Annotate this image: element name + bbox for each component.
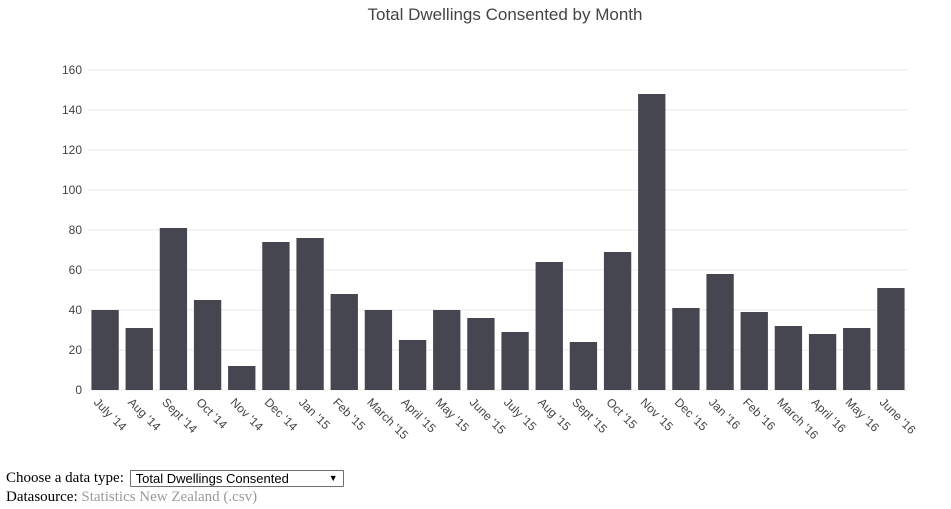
data-type-row: Choose a data type: Total Dwellings Cons… <box>6 469 344 488</box>
bar <box>433 310 461 390</box>
bar <box>740 312 768 390</box>
x-tick-label: July '14 <box>91 395 130 434</box>
bar <box>262 242 290 390</box>
bar <box>706 274 734 390</box>
x-tick-label: Jan '15 <box>296 395 333 432</box>
x-tick-label: Nov '15 <box>638 395 677 434</box>
chart-title: Total Dwellings Consented by Month <box>368 5 643 24</box>
x-tick-label: Aug '14 <box>125 395 164 434</box>
y-tick-label: 20 <box>69 343 83 357</box>
bar <box>535 262 563 390</box>
bar <box>296 238 324 390</box>
x-tick-label: Dec '15 <box>672 395 711 434</box>
bar <box>193 300 222 390</box>
y-tick-label: 60 <box>69 263 83 277</box>
bar <box>501 332 529 390</box>
datasource-row: Datasource: Statistics New Zealand (.csv… <box>6 488 344 507</box>
controls: Choose a data type: Total Dwellings Cons… <box>6 469 344 507</box>
bar <box>603 252 632 390</box>
bar <box>569 342 598 390</box>
y-tick-label: 140 <box>62 103 82 117</box>
y-tick-label: 40 <box>69 303 83 317</box>
bar <box>877 288 905 390</box>
x-tick-label: Dec '14 <box>262 395 301 434</box>
bars <box>91 94 905 390</box>
data-type-selected-value: Total Dwellings Consented <box>135 471 289 486</box>
y-tick-label: 0 <box>75 383 82 397</box>
data-type-select[interactable]: Total Dwellings Consented ▼ <box>129 470 344 487</box>
x-tick-label: Jan '16 <box>706 395 743 432</box>
datasource-label: Datasource: <box>6 489 78 505</box>
gridlines <box>88 69 908 391</box>
x-tick-label: Nov '14 <box>228 395 267 434</box>
bar <box>364 310 393 390</box>
x-tick-label: June '16 <box>877 395 919 437</box>
x-tick-label: Sept '15 <box>569 395 610 436</box>
bar <box>843 328 871 390</box>
bar <box>672 308 700 390</box>
datasource-link[interactable]: Statistics New Zealand (.csv) <box>81 489 258 505</box>
bar <box>228 366 256 390</box>
y-tick-label: 160 <box>62 63 82 77</box>
bar <box>91 310 119 390</box>
x-tick-label: June '15 <box>467 395 509 437</box>
bar <box>467 318 495 390</box>
y-tick-label: 100 <box>62 183 82 197</box>
y-tick-label: 120 <box>62 143 82 157</box>
x-tick-label: Feb '15 <box>330 395 368 433</box>
bar <box>638 94 666 390</box>
x-tick-label: May '15 <box>433 395 473 435</box>
chart: 0 20 40 60 80 100 120 140 160 July '14 Aug '14 Sep… <box>62 5 919 442</box>
data-type-label: Choose a data type: <box>6 470 124 486</box>
bar <box>808 334 837 390</box>
bar <box>398 340 427 390</box>
x-tick-label: May '16 <box>843 395 883 435</box>
chevron-down-icon: ▼ <box>328 473 338 483</box>
y-tick-label: 80 <box>69 223 83 237</box>
bar <box>159 228 188 390</box>
y-axis-ticks: 0 20 40 60 80 100 120 140 160 <box>62 63 82 397</box>
bar <box>125 328 153 390</box>
x-tick-label: Feb '16 <box>740 395 778 433</box>
x-tick-label: Aug '15 <box>535 395 574 434</box>
bar <box>330 294 358 390</box>
bar <box>774 326 803 390</box>
x-tick-label: Sept '14 <box>159 395 200 436</box>
